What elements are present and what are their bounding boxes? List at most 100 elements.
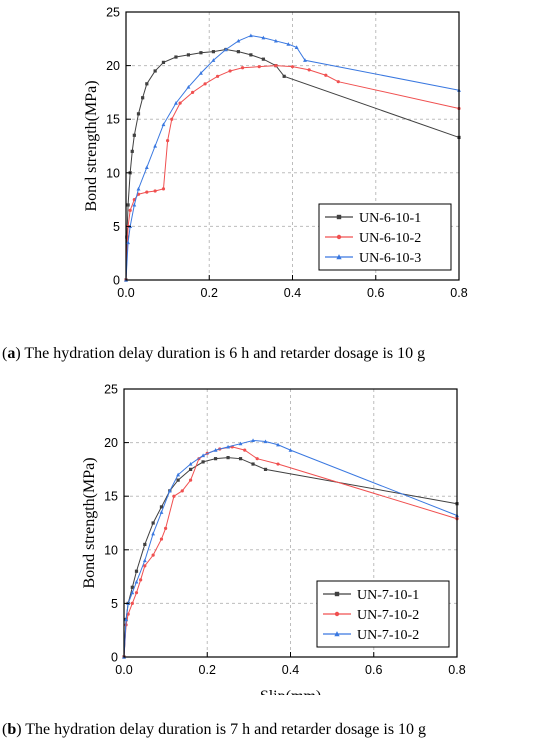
y-tick-label: 20 [106, 59, 120, 73]
data-point [139, 578, 143, 582]
data-point [126, 203, 130, 207]
legend-label: UN-7-10-2 [357, 608, 419, 623]
data-point [144, 165, 149, 170]
data-point [334, 631, 340, 637]
data-point [213, 448, 218, 452]
data-point [324, 73, 328, 77]
data-point [211, 50, 216, 54]
x-tick-label: 0.4 [284, 286, 301, 300]
series-UN-7-10-2 [122, 438, 459, 659]
x-tick-label: 0.6 [365, 663, 382, 677]
data-point [166, 139, 170, 143]
y-tick-label: 15 [106, 113, 120, 127]
data-point [336, 80, 340, 84]
data-point [203, 82, 207, 86]
data-point [159, 505, 164, 509]
data-point [178, 101, 182, 105]
data-point [164, 526, 168, 530]
data-point [153, 189, 157, 193]
data-point [199, 51, 203, 55]
y-tick-label: 25 [106, 6, 120, 20]
data-point [176, 478, 180, 482]
data-point [240, 66, 245, 70]
data-point [334, 611, 340, 617]
caption-text: The hydration delay duration is 7 h and … [21, 721, 427, 738]
data-point [176, 472, 181, 477]
y-tick-label: 20 [104, 436, 118, 450]
data-point [251, 462, 255, 466]
data-point [288, 448, 293, 452]
data-point [276, 442, 280, 447]
data-point [189, 467, 193, 471]
chart-panel-b: 0.0 0.2 0.4 0.6 0.8 0 5 10 15 20 25 Slip(mm) Bond st… [81, 383, 466, 696]
legend-item: UN-7-10-1 [323, 588, 419, 603]
x-tick-label: 0.0 [115, 663, 132, 677]
legend-item: UN-6-10-1 [325, 211, 421, 226]
legend-item: UN-6-10-2 [325, 231, 421, 246]
legend-item: UN-7-10-2 [323, 608, 419, 623]
y-tick-label: 0 [111, 651, 118, 665]
data-point [124, 617, 129, 622]
data-point [189, 478, 193, 482]
data-point [191, 90, 195, 94]
x-tick-label: 0.0 [117, 286, 134, 300]
data-point [125, 235, 129, 239]
data-point [130, 590, 135, 595]
data-point [243, 448, 247, 452]
data-point [161, 122, 166, 127]
legend-label: UN-7-10-2 [357, 628, 419, 643]
data-point [180, 489, 184, 493]
legend-item: UN-7-10-2 [323, 628, 419, 643]
caption-text: The hydration delay duration is 6 h and … [20, 345, 426, 362]
data-point [145, 190, 149, 194]
legend-label: UN-6-10-3 [359, 251, 421, 266]
data-point [134, 591, 139, 595]
data-point [186, 53, 191, 57]
data-point [215, 74, 220, 78]
data-point [261, 57, 265, 61]
data-point [186, 84, 191, 89]
data-point [307, 68, 311, 72]
data-point [167, 488, 172, 493]
data-point [257, 65, 261, 69]
y-tick-label: 10 [106, 166, 120, 180]
legend-item: UN-6-10-3 [325, 251, 421, 266]
data-point [276, 462, 280, 466]
x-tick-label: 0.8 [448, 663, 465, 677]
data-point [151, 521, 155, 525]
legend-label: UN-6-10-1 [359, 211, 421, 226]
y-axis-label: Bond strength(MPa) [83, 80, 100, 211]
series-line [123, 457, 458, 658]
data-point [161, 60, 166, 64]
caption-letter: b [7, 721, 17, 738]
x-tick-label: 0.2 [201, 286, 218, 300]
data-point [201, 460, 205, 464]
data-point [151, 553, 155, 557]
legend: UN-6-10-1 UN-6-10-2 UN-6-10-3 [318, 203, 452, 271]
data-point [249, 53, 253, 57]
data-point [153, 143, 158, 148]
legend-label: UN-7-10-1 [357, 588, 419, 603]
data-point [263, 467, 268, 471]
data-point [132, 202, 137, 207]
data-point [136, 112, 141, 116]
data-point [172, 494, 176, 498]
y-tick-label: 5 [113, 220, 120, 234]
data-point [188, 461, 193, 466]
legend-label: UN-6-10-2 [359, 231, 421, 246]
data-point [174, 55, 178, 59]
data-point [286, 42, 291, 46]
x-tick-label: 0.4 [282, 663, 299, 677]
data-point [151, 531, 156, 536]
data-point [336, 254, 342, 260]
data-point [336, 234, 342, 240]
data-point [142, 558, 147, 563]
data-point [128, 208, 132, 212]
data-point [130, 585, 134, 589]
data-point [290, 65, 295, 69]
data-point [145, 82, 149, 86]
data-point [130, 601, 134, 605]
data-point [274, 64, 278, 68]
data-point [238, 441, 243, 446]
data-point [226, 444, 230, 449]
